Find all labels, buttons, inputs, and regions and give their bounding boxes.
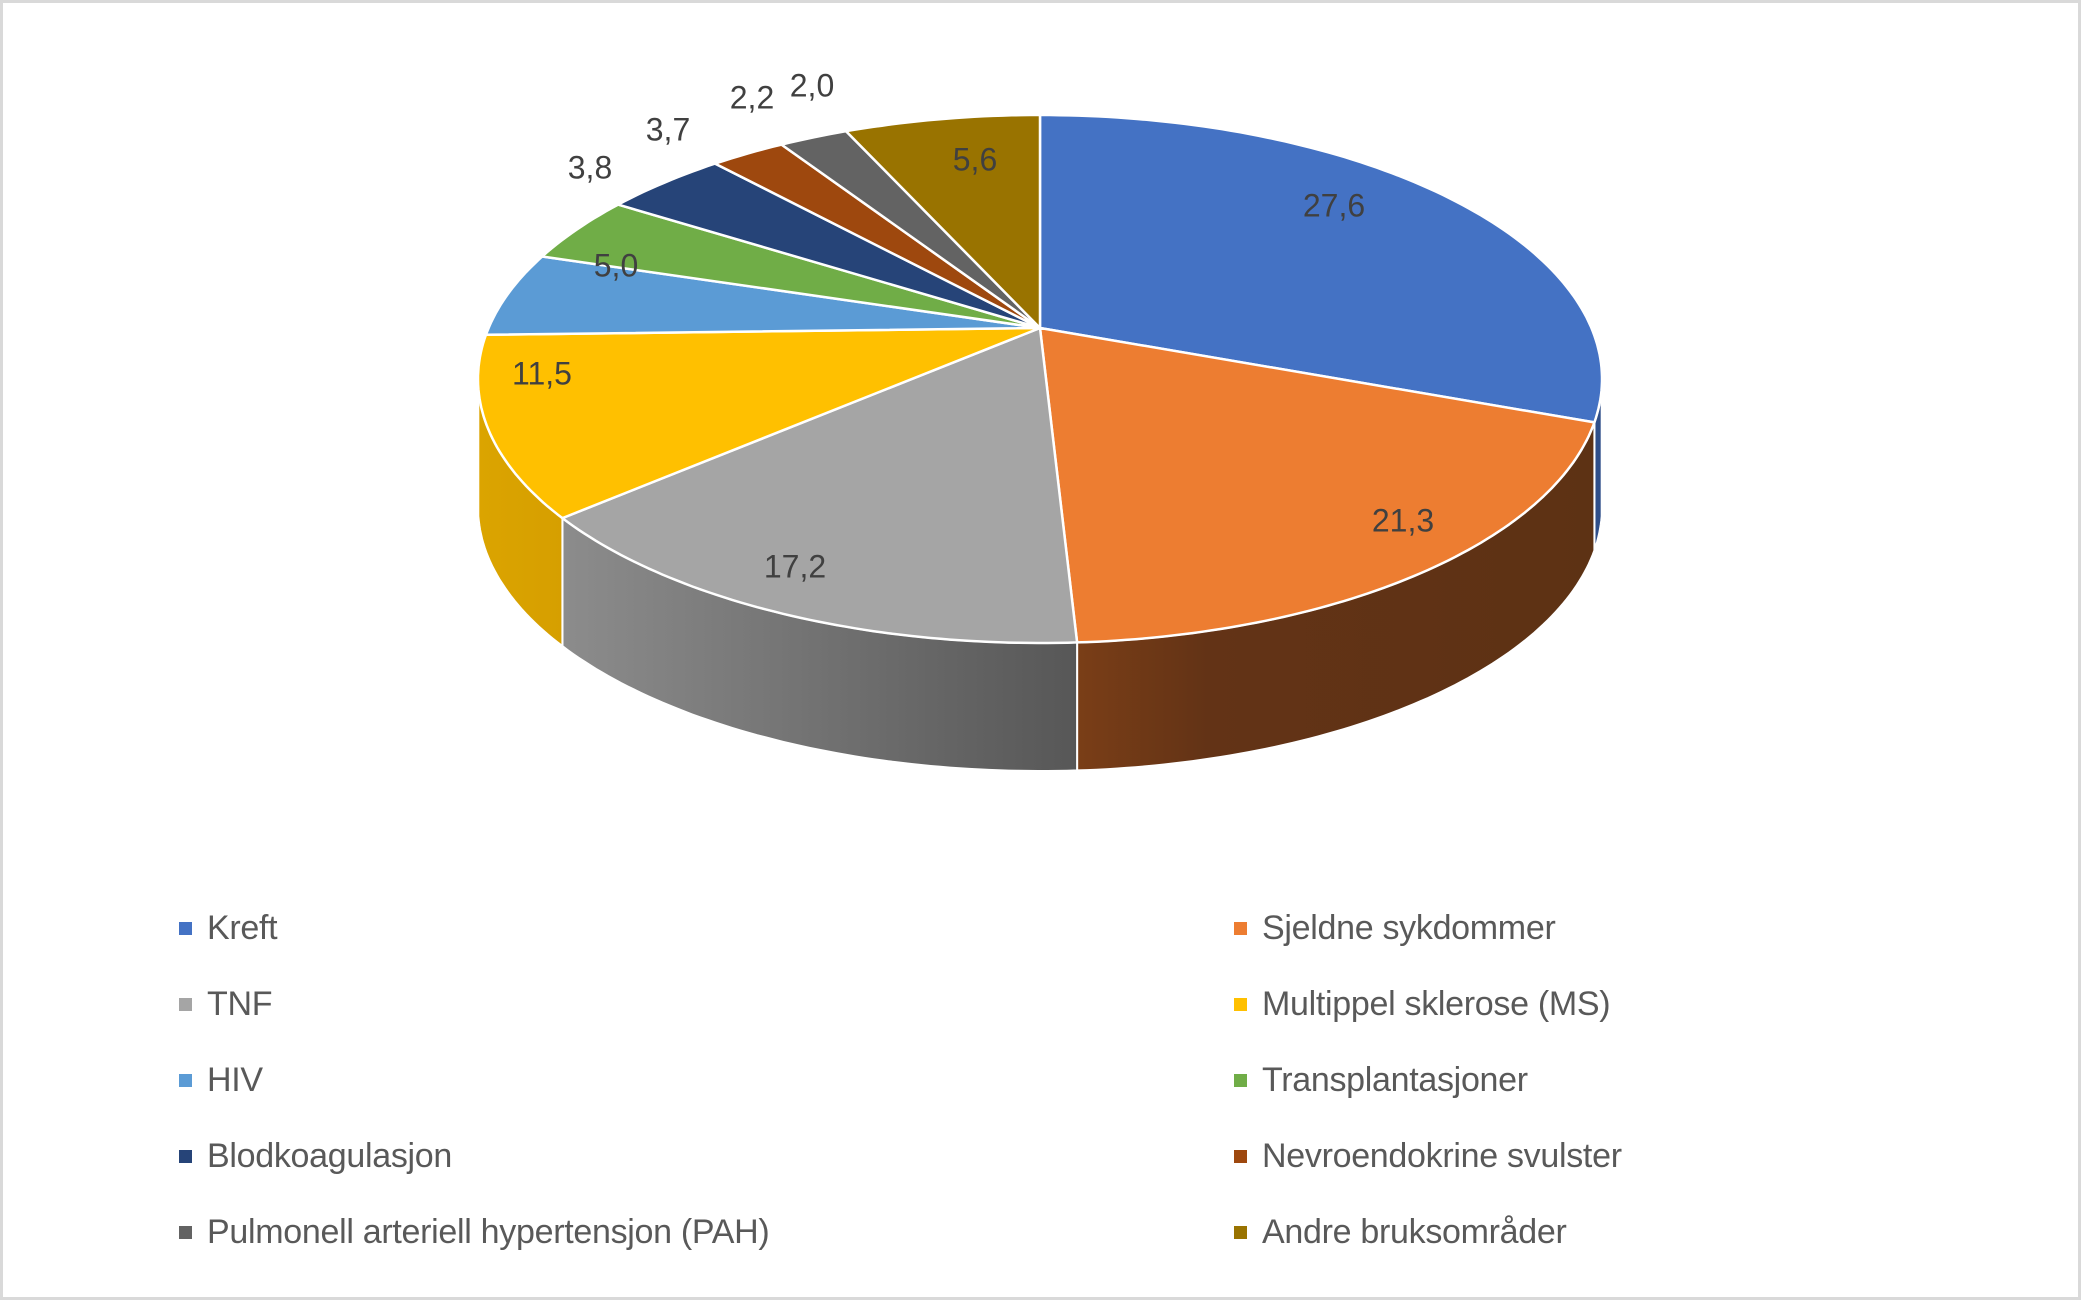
pie-slice-4[interactable] — [484, 255, 1042, 337]
legend-swatch-icon — [1234, 1073, 1247, 1087]
pie-slice-2[interactable] — [561, 326, 1079, 645]
data-label-3: 11,5 — [512, 355, 572, 391]
data-label-8: 2,0 — [790, 67, 834, 103]
legend-label: Multippel sklerose (MS) — [1262, 984, 1611, 1023]
legend-item-andre-bruksomrader[interactable]: Andre bruksområder — [1234, 1210, 1567, 1254]
legend-swatch-icon — [1234, 1225, 1247, 1239]
legend-label: Blodkoagulasjon — [207, 1136, 453, 1175]
legend-item-transplantasjoner[interactable]: Transplantasjoner — [1234, 1058, 1528, 1102]
data-label-2: 17,2 — [764, 548, 826, 584]
data-labels: 27,6 21,3 17,2 11,5 5,0 3,8 3,7 2,2 2,0 5,6 — [512, 67, 1434, 584]
legend-item-hiv[interactable]: HIV — [179, 1058, 263, 1102]
legend-label: Andre bruksområder — [1262, 1212, 1567, 1251]
pie-slices — [476, 113, 1604, 645]
legend-swatch-icon — [179, 1225, 192, 1239]
legend-label: Pulmonell arteriell hypertensjon (PAH) — [207, 1212, 770, 1251]
pie-slice-9[interactable] — [844, 113, 1042, 330]
pie-slice-7[interactable] — [713, 143, 1042, 330]
legend-label: Nevroendokrine svulster — [1262, 1136, 1622, 1175]
legend-swatch-icon — [179, 1149, 192, 1163]
legend-swatch-icon — [1234, 1149, 1247, 1163]
legend-label: HIV — [207, 1060, 263, 1099]
pie-slice-0[interactable] — [1038, 113, 1604, 424]
legend-item-sjeldne-sykdommer[interactable]: Sjeldne sykdommer — [1234, 906, 1556, 950]
data-label-4: 5,0 — [594, 247, 638, 283]
data-label-1: 21,3 — [1372, 502, 1434, 538]
legend-swatch-icon — [179, 997, 192, 1011]
legend-label: Transplantasjoner — [1262, 1060, 1528, 1099]
pie-slice-5[interactable] — [540, 203, 1042, 330]
legend-swatch-icon — [179, 921, 192, 935]
legend-item-multippel-sklerose[interactable]: Multippel sklerose (MS) — [1234, 982, 1611, 1026]
data-label-0: 27,6 — [1303, 187, 1365, 223]
legend-item-tnf[interactable]: TNF — [179, 982, 273, 1026]
legend-item-kreft[interactable]: Kreft — [179, 906, 278, 950]
legend-item-blodkoagulasjon[interactable]: Blodkoagulasjon — [179, 1134, 452, 1178]
data-label-5: 3,8 — [568, 149, 612, 185]
data-label-6: 3,7 — [646, 111, 690, 147]
pie-slice-8[interactable] — [780, 129, 1042, 330]
legend-item-pah[interactable]: Pulmonell arteriell hypertensjon (PAH) — [179, 1210, 770, 1254]
data-label-9: 5,6 — [953, 141, 997, 177]
pie-slice-1[interactable] — [1038, 326, 1596, 644]
pie-slice-6[interactable] — [616, 162, 1042, 330]
pie-slice-3[interactable] — [476, 326, 1042, 520]
legend-label: Kreft — [207, 908, 278, 947]
legend-swatch-icon — [1234, 997, 1247, 1011]
legend-swatch-icon — [1234, 921, 1247, 935]
data-label-7: 2,2 — [730, 79, 774, 115]
legend-item-nevroendokrine-svulster[interactable]: Nevroendokrine svulster — [1234, 1134, 1622, 1178]
legend-label: Sjeldne sykdommer — [1262, 908, 1556, 947]
legend-swatch-icon — [179, 1073, 192, 1087]
legend-label: TNF — [207, 984, 273, 1023]
